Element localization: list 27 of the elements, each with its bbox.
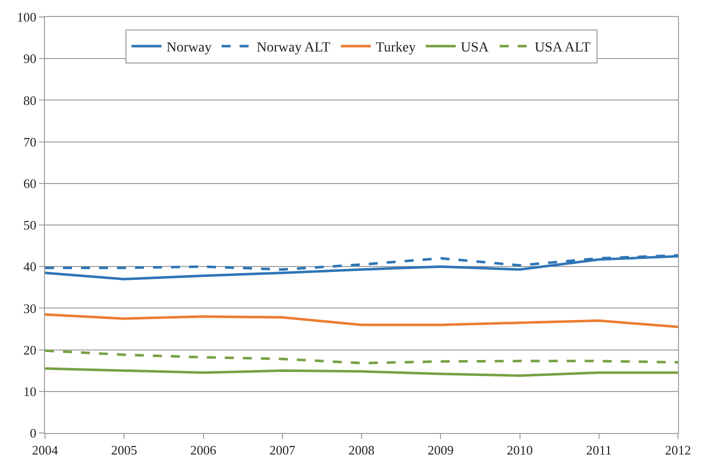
- y-tick-label: 10: [23, 384, 36, 399]
- line-series: [45, 313, 678, 328]
- x-tick-label: 2009: [428, 442, 454, 458]
- y-tick-label: 90: [23, 51, 36, 66]
- legend-label: USA: [460, 40, 490, 56]
- x-tick-label: 2011: [586, 442, 612, 458]
- line-series: [45, 367, 678, 377]
- y-tick-label: 50: [23, 218, 36, 233]
- x-tick-label: 2006: [190, 442, 217, 458]
- x-tick-label: 2010: [506, 442, 533, 458]
- y-tick-label: 60: [23, 176, 36, 191]
- legend-label: USA ALT: [534, 40, 591, 56]
- y-tick-label: 100: [16, 10, 36, 25]
- y-tick-label: 80: [23, 92, 36, 108]
- x-tick-label: 2004: [32, 442, 58, 458]
- y-tick-label: 20: [23, 342, 36, 358]
- x-tick-label: 2008: [348, 442, 374, 458]
- y-tick-label: 70: [23, 134, 36, 150]
- x-tick-label: 2007: [269, 442, 296, 458]
- legend-label: Turkey: [376, 40, 416, 56]
- y-tick-label: 0: [30, 426, 36, 441]
- legend-label: Norway ALT: [256, 40, 331, 56]
- y-tick-label: 40: [23, 259, 36, 274]
- x-tick-label: 2005: [111, 442, 138, 458]
- x-tick-label: 2012: [665, 442, 691, 458]
- legend-label: Norway: [166, 40, 212, 56]
- y-tick-label: 30: [23, 300, 36, 316]
